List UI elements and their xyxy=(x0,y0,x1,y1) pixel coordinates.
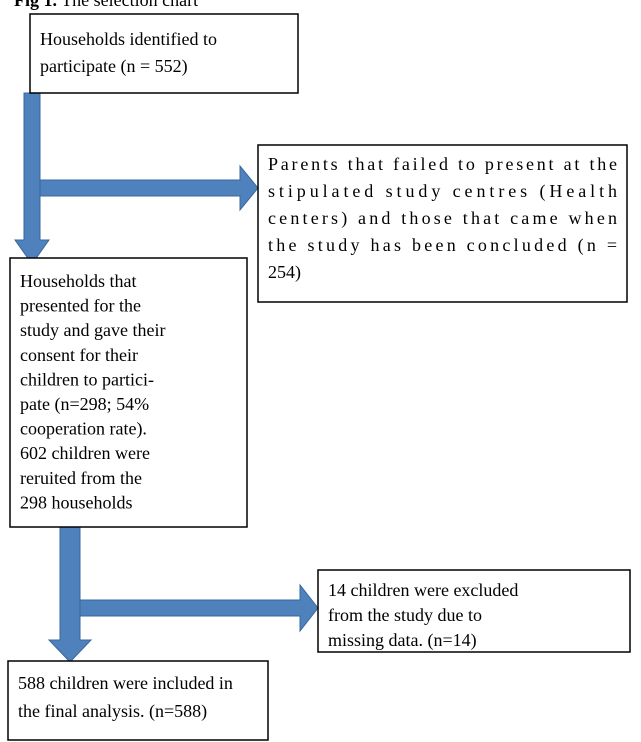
box-text: the study has been concluded (n = xyxy=(268,235,617,256)
box-text: consent for their xyxy=(20,345,138,365)
box-text: 14 children were excluded xyxy=(328,580,518,600)
box-text: 602 children were xyxy=(20,443,150,463)
box-text: study and gave their xyxy=(20,320,165,340)
box-text: 588 children were included in xyxy=(18,673,233,693)
arrow-right xyxy=(79,583,319,633)
box-text: Parents that failed to present at the xyxy=(268,154,617,174)
arrow-down xyxy=(47,526,93,663)
box-text: 298 households xyxy=(20,492,133,512)
box xyxy=(9,257,248,528)
box-text: Households that xyxy=(20,271,137,291)
box xyxy=(7,660,269,741)
boxes: Households identified to participate (n =… xyxy=(7,13,631,741)
box xyxy=(257,144,628,303)
arrow-right xyxy=(39,164,259,212)
box-text: pate (n=298; 54% xyxy=(20,394,149,415)
box-text: reruited from the xyxy=(20,468,142,488)
box-text: presented for the xyxy=(20,296,141,316)
figure-title: Fig 1. The selection chart xyxy=(14,0,198,10)
box xyxy=(29,13,299,94)
box-text: 254) xyxy=(268,262,301,283)
arrow-down xyxy=(14,92,50,265)
figure-caption: The selection chart xyxy=(61,0,198,10)
box-text: cooperation rate). xyxy=(20,419,147,440)
box-text: Households identified to xyxy=(40,29,217,49)
box-text: from the study due to xyxy=(328,605,482,625)
box xyxy=(317,569,631,653)
box-text: missing data. (n=14) xyxy=(328,630,477,651)
box-text: children to partici- xyxy=(20,369,154,389)
box-text: participate (n = 552) xyxy=(40,56,188,77)
figure-label: Fig 1. xyxy=(14,0,57,10)
box-text: the final analysis. (n=588) xyxy=(18,701,207,722)
